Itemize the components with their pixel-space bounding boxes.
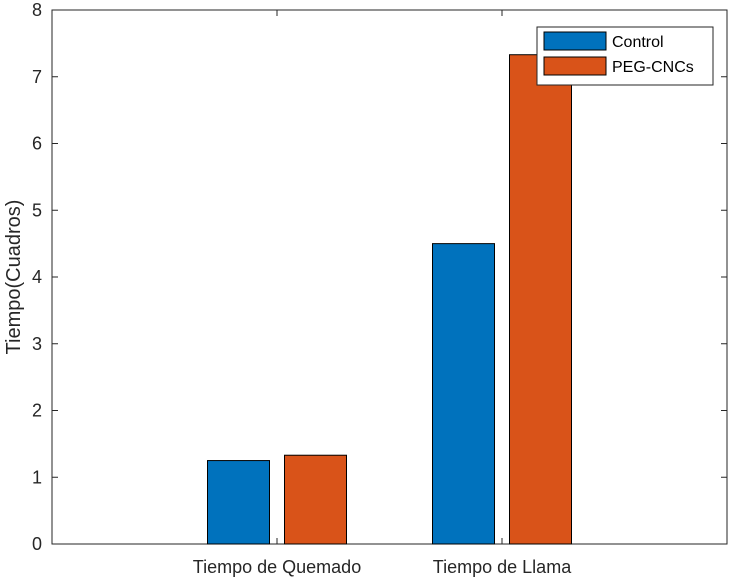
legend-entry-label: Control (612, 34, 664, 51)
y-tick-label: 6 (32, 134, 42, 154)
bar-control-0 (207, 460, 270, 545)
y-tick-label: 5 (32, 200, 42, 220)
bar-control-1 (432, 243, 495, 545)
plot-area (51, 9, 728, 545)
y-tick-label: 1 (32, 467, 42, 487)
y-tick-label: 7 (32, 67, 42, 87)
x-tick-label: Tiempo de Llama (433, 557, 572, 577)
y-tick-label: 3 (32, 334, 42, 354)
bar-peg-cncs-0 (284, 454, 347, 545)
y-axis-ticks: 0 1 2 3 4 5 6 7 8 (32, 0, 727, 554)
legend-swatch (543, 56, 607, 76)
y-tick-label: 8 (32, 0, 42, 20)
y-axis-label: Tiempo(Cuadros) (3, 200, 25, 355)
x-axis-ticks: Tiempo de Quemado Tiempo de Llama (193, 10, 572, 577)
y-tick-label: 4 (32, 267, 42, 287)
y-tick-label: 0 (32, 534, 42, 554)
x-tick-label: Tiempo de Quemado (193, 557, 361, 577)
bars-group (207, 54, 572, 545)
legend-entry-label: PEG-CNCs (612, 59, 694, 76)
legend-swatch (543, 31, 607, 51)
bar-peg-cncs-1 (509, 54, 572, 545)
legend: Control PEG-CNCs (536, 26, 714, 86)
y-tick-label: 2 (32, 401, 42, 421)
